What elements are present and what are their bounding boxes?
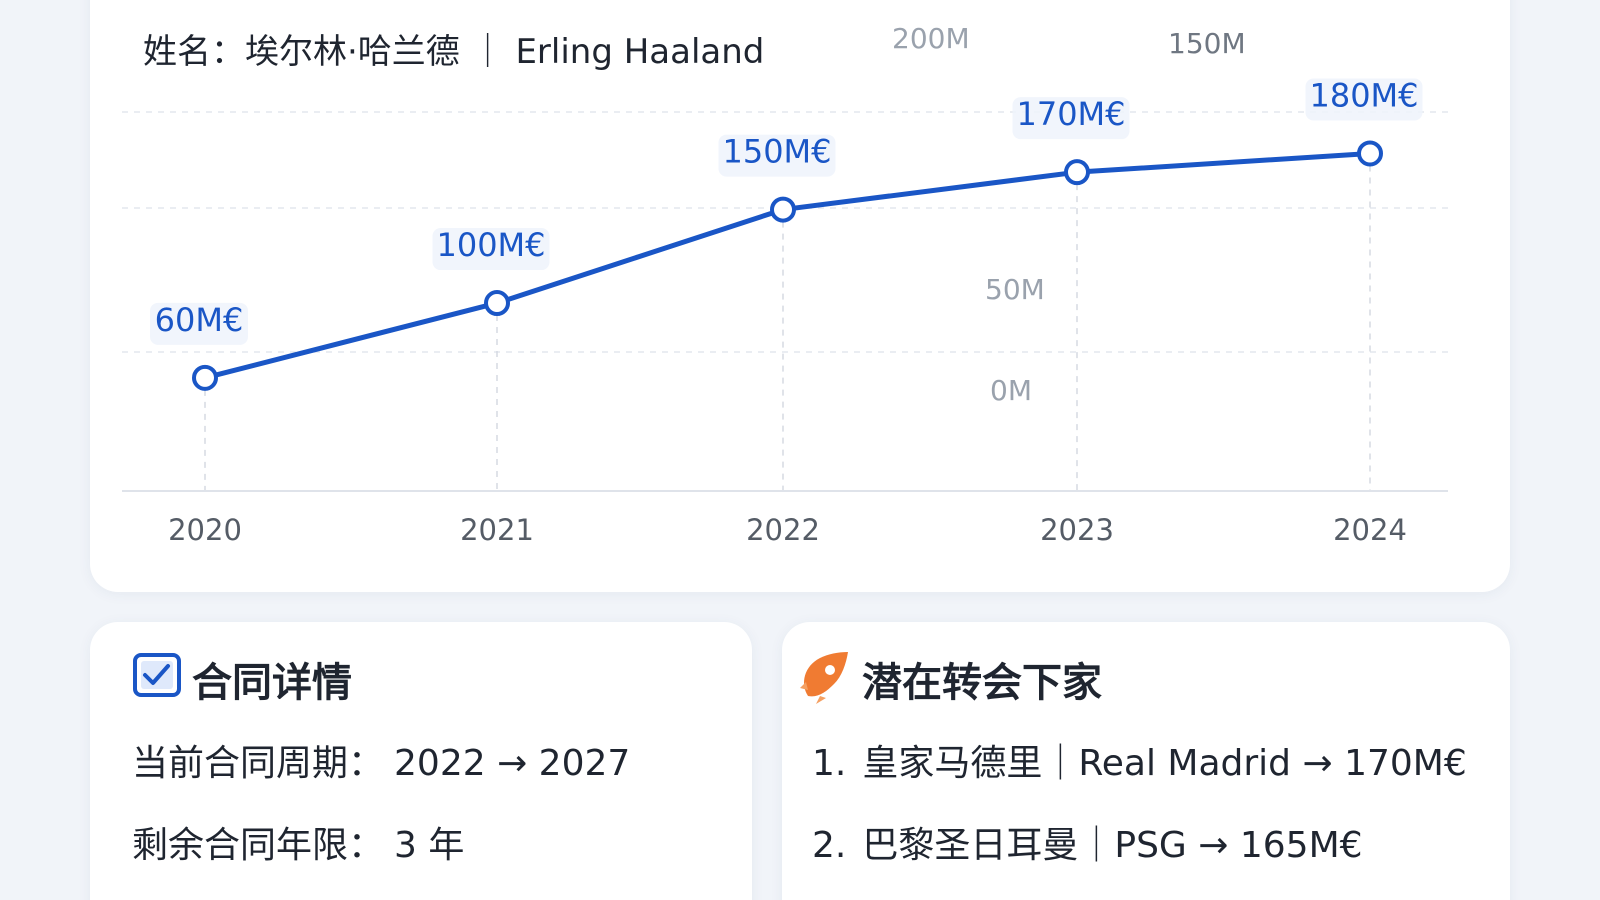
contract-remaining: 剩余合同年限： 3 年	[132, 816, 464, 868]
data-point-2024	[1357, 140, 1383, 167]
ghost-label-150m: 150M	[1168, 27, 1246, 60]
data-label-2021: 100M€	[436, 226, 545, 264]
data-label-bg-2022	[718, 134, 836, 177]
data-label-2023: 170M€	[1016, 95, 1125, 133]
contract-remaining-value: 3 年	[394, 825, 465, 866]
checkbox-icon	[132, 652, 182, 702]
data-label-2024: 180M€	[1309, 76, 1418, 114]
data-point-2020	[192, 364, 218, 391]
data-label-bg-2021	[432, 228, 550, 271]
data-label-2022: 150M€	[722, 133, 831, 171]
x-tick-2021: 2021	[460, 513, 534, 547]
contract-remaining-label: 剩余合同年限：	[132, 825, 385, 866]
data-label-bg-2024	[1305, 78, 1423, 121]
data-point-2021	[484, 290, 510, 317]
name-separator: ｜	[470, 32, 505, 72]
transfer-item-1-club: 皇家马德里｜Real Madrid → 170M€	[862, 743, 1467, 784]
data-point-2022	[770, 196, 796, 223]
chart-x-ticks: 2020 2021 2022 2023 2024	[168, 513, 1407, 547]
market-value-line-chart: 60M€100M€150M€170M€ 180M€ 2020 2021 2022 202…	[122, 76, 1448, 547]
x-tick-2023: 2023	[1040, 513, 1114, 547]
transfer-item-1: 1. 皇家马德里｜Real Madrid → 170M€	[812, 734, 1467, 786]
transfer-item-1-rank: 1.	[812, 743, 847, 784]
contract-period: 当前合同周期： 2022 → 2027	[132, 734, 630, 786]
contract-card	[90, 622, 752, 900]
data-label-bg-2020	[150, 302, 248, 345]
ghost-label-50m: 50M	[985, 273, 1045, 306]
data-point-2023	[1064, 159, 1090, 186]
name-label: 姓名：	[143, 32, 245, 72]
chart-line-layer	[202, 150, 1373, 381]
name-cn: 埃尔林·哈兰德	[245, 32, 460, 72]
x-tick-2022: 2022	[746, 513, 820, 547]
chart-data-labels: 60M€ 100M€ 150M€ 170M€ 180M€	[150, 76, 1423, 345]
x-tick-2020: 2020	[168, 513, 242, 547]
transfer-title: 潜在转会下家	[862, 660, 1102, 706]
transfer-card	[782, 622, 1510, 900]
transfer-item-2-club: 巴黎圣日耳曼｜PSG → 165M€	[862, 825, 1363, 866]
transfer-item-2: 2. 巴黎圣日耳曼｜PSG → 165M€	[812, 816, 1363, 868]
data-label-bg-2023	[1012, 97, 1130, 140]
x-tick-2024: 2024	[1333, 513, 1407, 547]
chart-points	[192, 140, 1383, 391]
name-en: Erling Haaland	[515, 32, 765, 72]
rocket-icon	[798, 646, 854, 710]
contract-period-label: 当前合同周期：	[132, 743, 385, 784]
market-value-card	[90, 0, 1510, 592]
ghost-label-0m: 0M	[990, 374, 1032, 407]
transfer-item-2-rank: 2.	[812, 825, 847, 866]
contract-period-value: 2022 → 2027	[394, 743, 631, 784]
player-name: 姓名：埃尔林·哈兰德 ｜ Erling Haaland	[143, 24, 764, 73]
contract-title: 合同详情	[192, 660, 352, 706]
data-label-2020: 60M€	[155, 301, 244, 339]
series-line	[202, 150, 1373, 381]
ghost-label-200m: 200M	[892, 22, 970, 55]
